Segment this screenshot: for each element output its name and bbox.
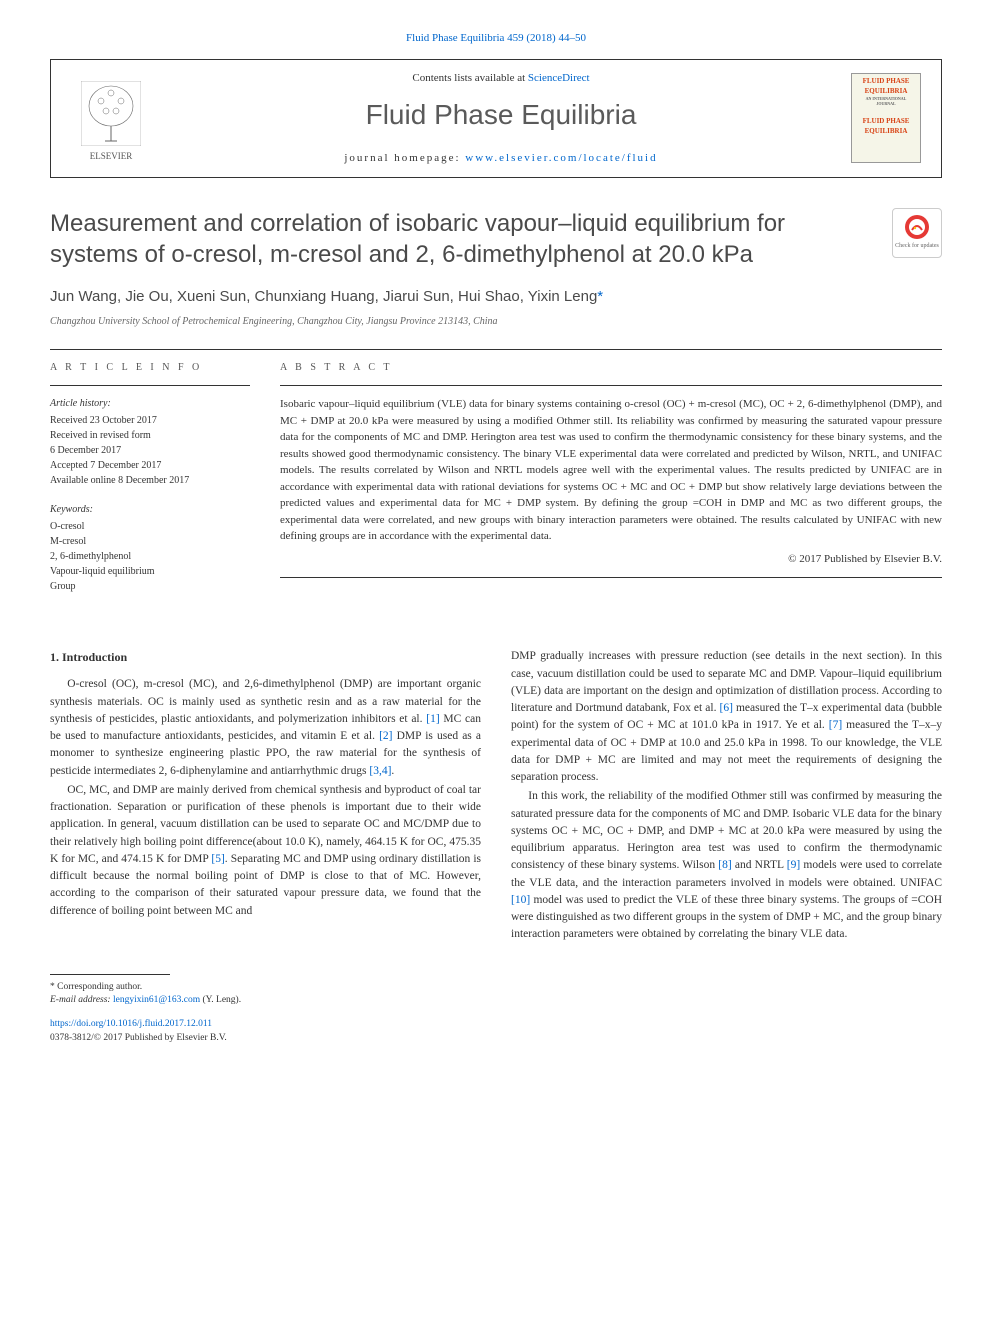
title-row: Measurement and correlation of isobaric …	[50, 208, 942, 270]
elsevier-tree-icon	[81, 81, 141, 146]
publisher-name: ELSEVIER	[90, 150, 133, 164]
history-line: Received 23 October 2017	[50, 413, 250, 428]
publisher-logo: ELSEVIER	[71, 73, 151, 163]
issn-line: 0378-3812/© 2017 Published by Elsevier B…	[50, 1031, 942, 1045]
intro-para: OC, MC, and DMP are mainly derived from …	[50, 782, 481, 920]
article-info-column: A R T I C L E I N F O Article history: R…	[50, 360, 250, 608]
email-line: E-mail address: lengyixin61@163.com (Y. …	[50, 994, 942, 1007]
intro-para: DMP gradually increases with pressure re…	[511, 648, 942, 786]
footnote-rule	[50, 974, 170, 975]
history-label: Article history:	[50, 396, 250, 411]
history-line: Accepted 7 December 2017	[50, 458, 250, 473]
abstract-text: Isobaric vapour–liquid equilibrium (VLE)…	[280, 396, 942, 545]
email-link[interactable]: lengyixin61@163.com	[113, 995, 200, 1005]
contents-prefix: Contents lists available at	[412, 72, 527, 84]
rule-abstract-bottom	[280, 577, 942, 578]
corresponding-mark: *	[597, 288, 603, 305]
rule-abstract	[280, 385, 942, 386]
intro-para: O-cresol (OC), m-cresol (MC), and 2,6-di…	[50, 676, 481, 780]
keywords-label: Keywords:	[50, 502, 250, 517]
cover-line: EQUILIBRIA	[856, 88, 916, 96]
crossmark-badge[interactable]: Check for updates	[892, 208, 942, 258]
corresponding-author-note: * Corresponding author.	[50, 981, 942, 994]
crossmark-icon	[904, 214, 930, 240]
journal-header-box: ELSEVIER Contents lists available at Sci…	[50, 59, 942, 178]
history-line: Available online 8 December 2017	[50, 473, 250, 488]
abstract-column: A B S T R A C T Isobaric vapour–liquid e…	[280, 360, 942, 608]
keyword: O-cresol	[50, 519, 250, 534]
keyword: Vapour-liquid equilibrium	[50, 564, 250, 579]
crossmark-label: Check for updates	[895, 242, 939, 251]
meta-abstract-row: A R T I C L E I N F O Article history: R…	[50, 360, 942, 608]
authors-names: Jun Wang, Jie Ou, Xueni Sun, Chunxiang H…	[50, 288, 597, 305]
homepage-link[interactable]: www.elsevier.com/locate/fluid	[465, 152, 657, 164]
journal-cover-thumb: FLUID PHASE EQUILIBRIA AN INTERNATIONAL …	[851, 73, 921, 163]
doi-block: https://doi.org/10.1016/j.fluid.2017.12.…	[50, 1017, 942, 1046]
rule-meta-1	[50, 385, 250, 386]
affiliation: Changzhou University School of Petrochem…	[50, 314, 942, 329]
article-title: Measurement and correlation of isobaric …	[50, 208, 872, 270]
body-columns: 1. Introduction O-cresol (OC), m-cresol …	[50, 648, 942, 943]
history-line: 6 December 2017	[50, 443, 250, 458]
keyword: Group	[50, 579, 250, 594]
doi-link[interactable]: https://doi.org/10.1016/j.fluid.2017.12.…	[50, 1019, 212, 1029]
top-citation-link[interactable]: Fluid Phase Equilibria 459 (2018) 44–50	[406, 32, 586, 44]
header-center: Contents lists available at ScienceDirec…	[151, 70, 851, 167]
homepage-prefix: journal homepage:	[344, 152, 465, 164]
sciencedirect-link[interactable]: ScienceDirect	[528, 72, 590, 84]
history-block: Article history: Received 23 October 201…	[50, 396, 250, 488]
intro-heading: 1. Introduction	[50, 648, 481, 666]
cover-line: FLUID PHASE	[856, 78, 916, 86]
article-info-heading: A R T I C L E I N F O	[50, 360, 250, 375]
history-line: Received in revised form	[50, 428, 250, 443]
email-label: E-mail address:	[50, 995, 113, 1005]
cover-line: FLUID PHASE	[856, 118, 916, 126]
journal-name: Fluid Phase Equilibria	[151, 94, 851, 136]
homepage-line: journal homepage: www.elsevier.com/locat…	[151, 150, 851, 167]
contents-line: Contents lists available at ScienceDirec…	[151, 70, 851, 87]
footnote-block: * Corresponding author. E-mail address: …	[50, 981, 942, 1008]
rule-top	[50, 349, 942, 350]
email-suffix: (Y. Leng).	[200, 995, 241, 1005]
cover-line: EQUILIBRIA	[856, 128, 916, 136]
keyword: M-cresol	[50, 534, 250, 549]
authors-line: Jun Wang, Jie Ou, Xueni Sun, Chunxiang H…	[50, 286, 942, 309]
abstract-heading: A B S T R A C T	[280, 360, 942, 375]
abstract-copyright: © 2017 Published by Elsevier B.V.	[280, 551, 942, 568]
top-citation: Fluid Phase Equilibria 459 (2018) 44–50	[50, 30, 942, 47]
keyword: 2, 6-dimethylphenol	[50, 549, 250, 564]
keywords-block: Keywords: O-cresol M-cresol 2, 6-dimethy…	[50, 502, 250, 594]
cover-line: AN INTERNATIONAL JOURNAL	[856, 97, 916, 106]
intro-para: In this work, the reliability of the mod…	[511, 788, 942, 943]
